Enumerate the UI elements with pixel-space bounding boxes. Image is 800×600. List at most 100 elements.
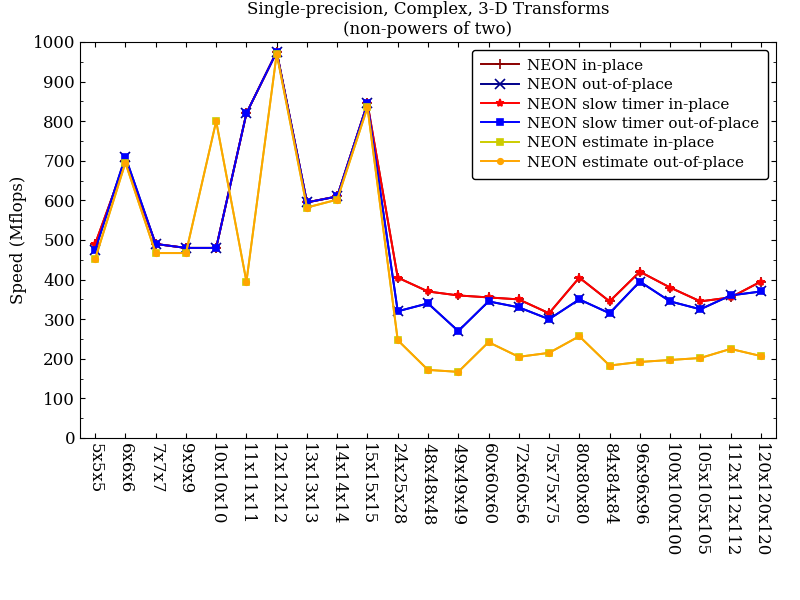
NEON in-place (605, 298, 614, 305)
NEON out-of-place (242, 110, 251, 117)
NEON in-place (544, 310, 554, 317)
NEON out-of-place (544, 316, 554, 323)
NEON slow timer in-place (635, 268, 645, 275)
NEON estimate in-place (302, 204, 312, 211)
NEON estimate out-of-place (302, 204, 312, 211)
NEON estimate out-of-place (181, 250, 190, 257)
NEON estimate in-place (695, 355, 705, 362)
NEON estimate in-place (544, 349, 554, 356)
NEON in-place (393, 274, 402, 281)
NEON estimate out-of-place (121, 159, 130, 166)
NEON slow timer out-of-place (423, 300, 433, 307)
NEON in-place (333, 193, 342, 200)
NEON out-of-place (574, 296, 584, 303)
NEON in-place (211, 244, 221, 251)
NEON slow timer out-of-place (695, 305, 705, 313)
NEON slow timer in-place (544, 310, 554, 317)
NEON in-place (484, 294, 494, 301)
NEON out-of-place (151, 241, 161, 248)
NEON out-of-place (121, 153, 130, 160)
NEON estimate in-place (362, 104, 372, 111)
NEON estimate in-place (605, 362, 614, 369)
NEON estimate out-of-place (393, 337, 402, 344)
NEON out-of-place (272, 48, 282, 55)
NEON estimate out-of-place (756, 352, 766, 359)
NEON slow timer in-place (90, 241, 100, 248)
NEON estimate in-place (484, 338, 494, 346)
NEON estimate in-place (151, 250, 161, 257)
NEON estimate in-place (423, 366, 433, 373)
NEON in-place (272, 48, 282, 55)
NEON estimate in-place (121, 159, 130, 166)
NEON in-place (454, 292, 463, 299)
NEON slow timer in-place (151, 241, 161, 248)
NEON in-place (242, 110, 251, 117)
NEON slow timer in-place (333, 193, 342, 200)
NEON out-of-place (484, 298, 494, 305)
NEON estimate in-place (181, 250, 190, 257)
NEON out-of-place (454, 328, 463, 335)
NEON slow timer out-of-place (121, 153, 130, 160)
NEON estimate out-of-place (635, 358, 645, 365)
NEON slow timer out-of-place (756, 288, 766, 295)
NEON in-place (574, 274, 584, 281)
NEON in-place (181, 244, 190, 251)
NEON slow timer in-place (756, 278, 766, 285)
NEON estimate out-of-place (333, 196, 342, 203)
Y-axis label: Speed (Mflops): Speed (Mflops) (10, 176, 27, 304)
NEON slow timer in-place (454, 292, 463, 299)
NEON out-of-place (695, 305, 705, 313)
NEON in-place (695, 298, 705, 305)
NEON estimate out-of-place (151, 250, 161, 257)
NEON estimate in-place (333, 196, 342, 203)
NEON estimate in-place (242, 278, 251, 285)
NEON in-place (726, 294, 735, 301)
NEON out-of-place (423, 300, 433, 307)
NEON estimate in-place (514, 353, 523, 361)
Title: Single-precision, Complex, 3-D Transforms
(non-powers of two): Single-precision, Complex, 3-D Transform… (246, 1, 610, 38)
NEON slow timer out-of-place (605, 310, 614, 317)
NEON estimate out-of-place (574, 332, 584, 340)
NEON in-place (666, 284, 675, 291)
NEON in-place (756, 278, 766, 285)
NEON slow timer in-place (362, 100, 372, 107)
NEON slow timer in-place (121, 157, 130, 164)
NEON slow timer out-of-place (272, 48, 282, 55)
NEON estimate in-place (90, 256, 100, 263)
NEON out-of-place (302, 199, 312, 206)
NEON estimate in-place (272, 50, 282, 58)
NEON out-of-place (181, 244, 190, 251)
NEON slow timer out-of-place (302, 199, 312, 206)
NEON slow timer in-place (302, 199, 312, 206)
NEON out-of-place (362, 100, 372, 107)
Legend: NEON in-place, NEON out-of-place, NEON slow timer in-place, NEON slow timer out-: NEON in-place, NEON out-of-place, NEON s… (472, 50, 768, 179)
NEON slow timer in-place (484, 294, 494, 301)
NEON slow timer out-of-place (635, 278, 645, 285)
NEON out-of-place (393, 308, 402, 315)
NEON estimate out-of-place (666, 356, 675, 364)
NEON in-place (151, 241, 161, 248)
NEON estimate out-of-place (544, 349, 554, 356)
NEON slow timer in-place (242, 110, 251, 117)
NEON slow timer out-of-place (242, 110, 251, 117)
NEON out-of-place (333, 193, 342, 200)
NEON slow timer out-of-place (484, 298, 494, 305)
NEON slow timer out-of-place (726, 292, 735, 299)
NEON slow timer out-of-place (544, 316, 554, 323)
NEON estimate in-place (454, 368, 463, 376)
NEON out-of-place (635, 278, 645, 285)
NEON in-place (514, 296, 523, 303)
NEON slow timer in-place (272, 48, 282, 55)
NEON slow timer in-place (423, 288, 433, 295)
NEON slow timer out-of-place (181, 244, 190, 251)
NEON estimate out-of-place (514, 353, 523, 361)
NEON estimate in-place (211, 118, 221, 125)
NEON estimate in-place (666, 356, 675, 364)
NEON out-of-place (211, 244, 221, 251)
NEON estimate in-place (574, 332, 584, 340)
NEON out-of-place (514, 304, 523, 311)
NEON slow timer out-of-place (333, 193, 342, 200)
NEON slow timer out-of-place (666, 298, 675, 305)
NEON slow timer in-place (726, 294, 735, 301)
NEON slow timer in-place (211, 244, 221, 251)
